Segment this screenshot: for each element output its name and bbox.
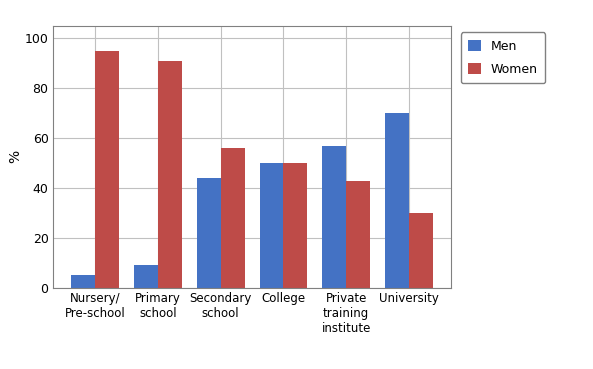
Bar: [322, 146, 346, 288]
Bar: [71, 275, 95, 288]
Y-axis label: %: %: [8, 150, 22, 163]
Bar: [385, 113, 409, 288]
Legend: Men, Women: Men, Women: [461, 32, 546, 83]
Bar: [158, 61, 182, 288]
Bar: [197, 178, 221, 288]
Bar: [95, 51, 119, 288]
Bar: [346, 180, 370, 288]
Bar: [409, 213, 433, 288]
Bar: [221, 148, 244, 288]
Bar: [283, 163, 307, 288]
Bar: [260, 163, 283, 288]
Bar: [134, 265, 158, 288]
